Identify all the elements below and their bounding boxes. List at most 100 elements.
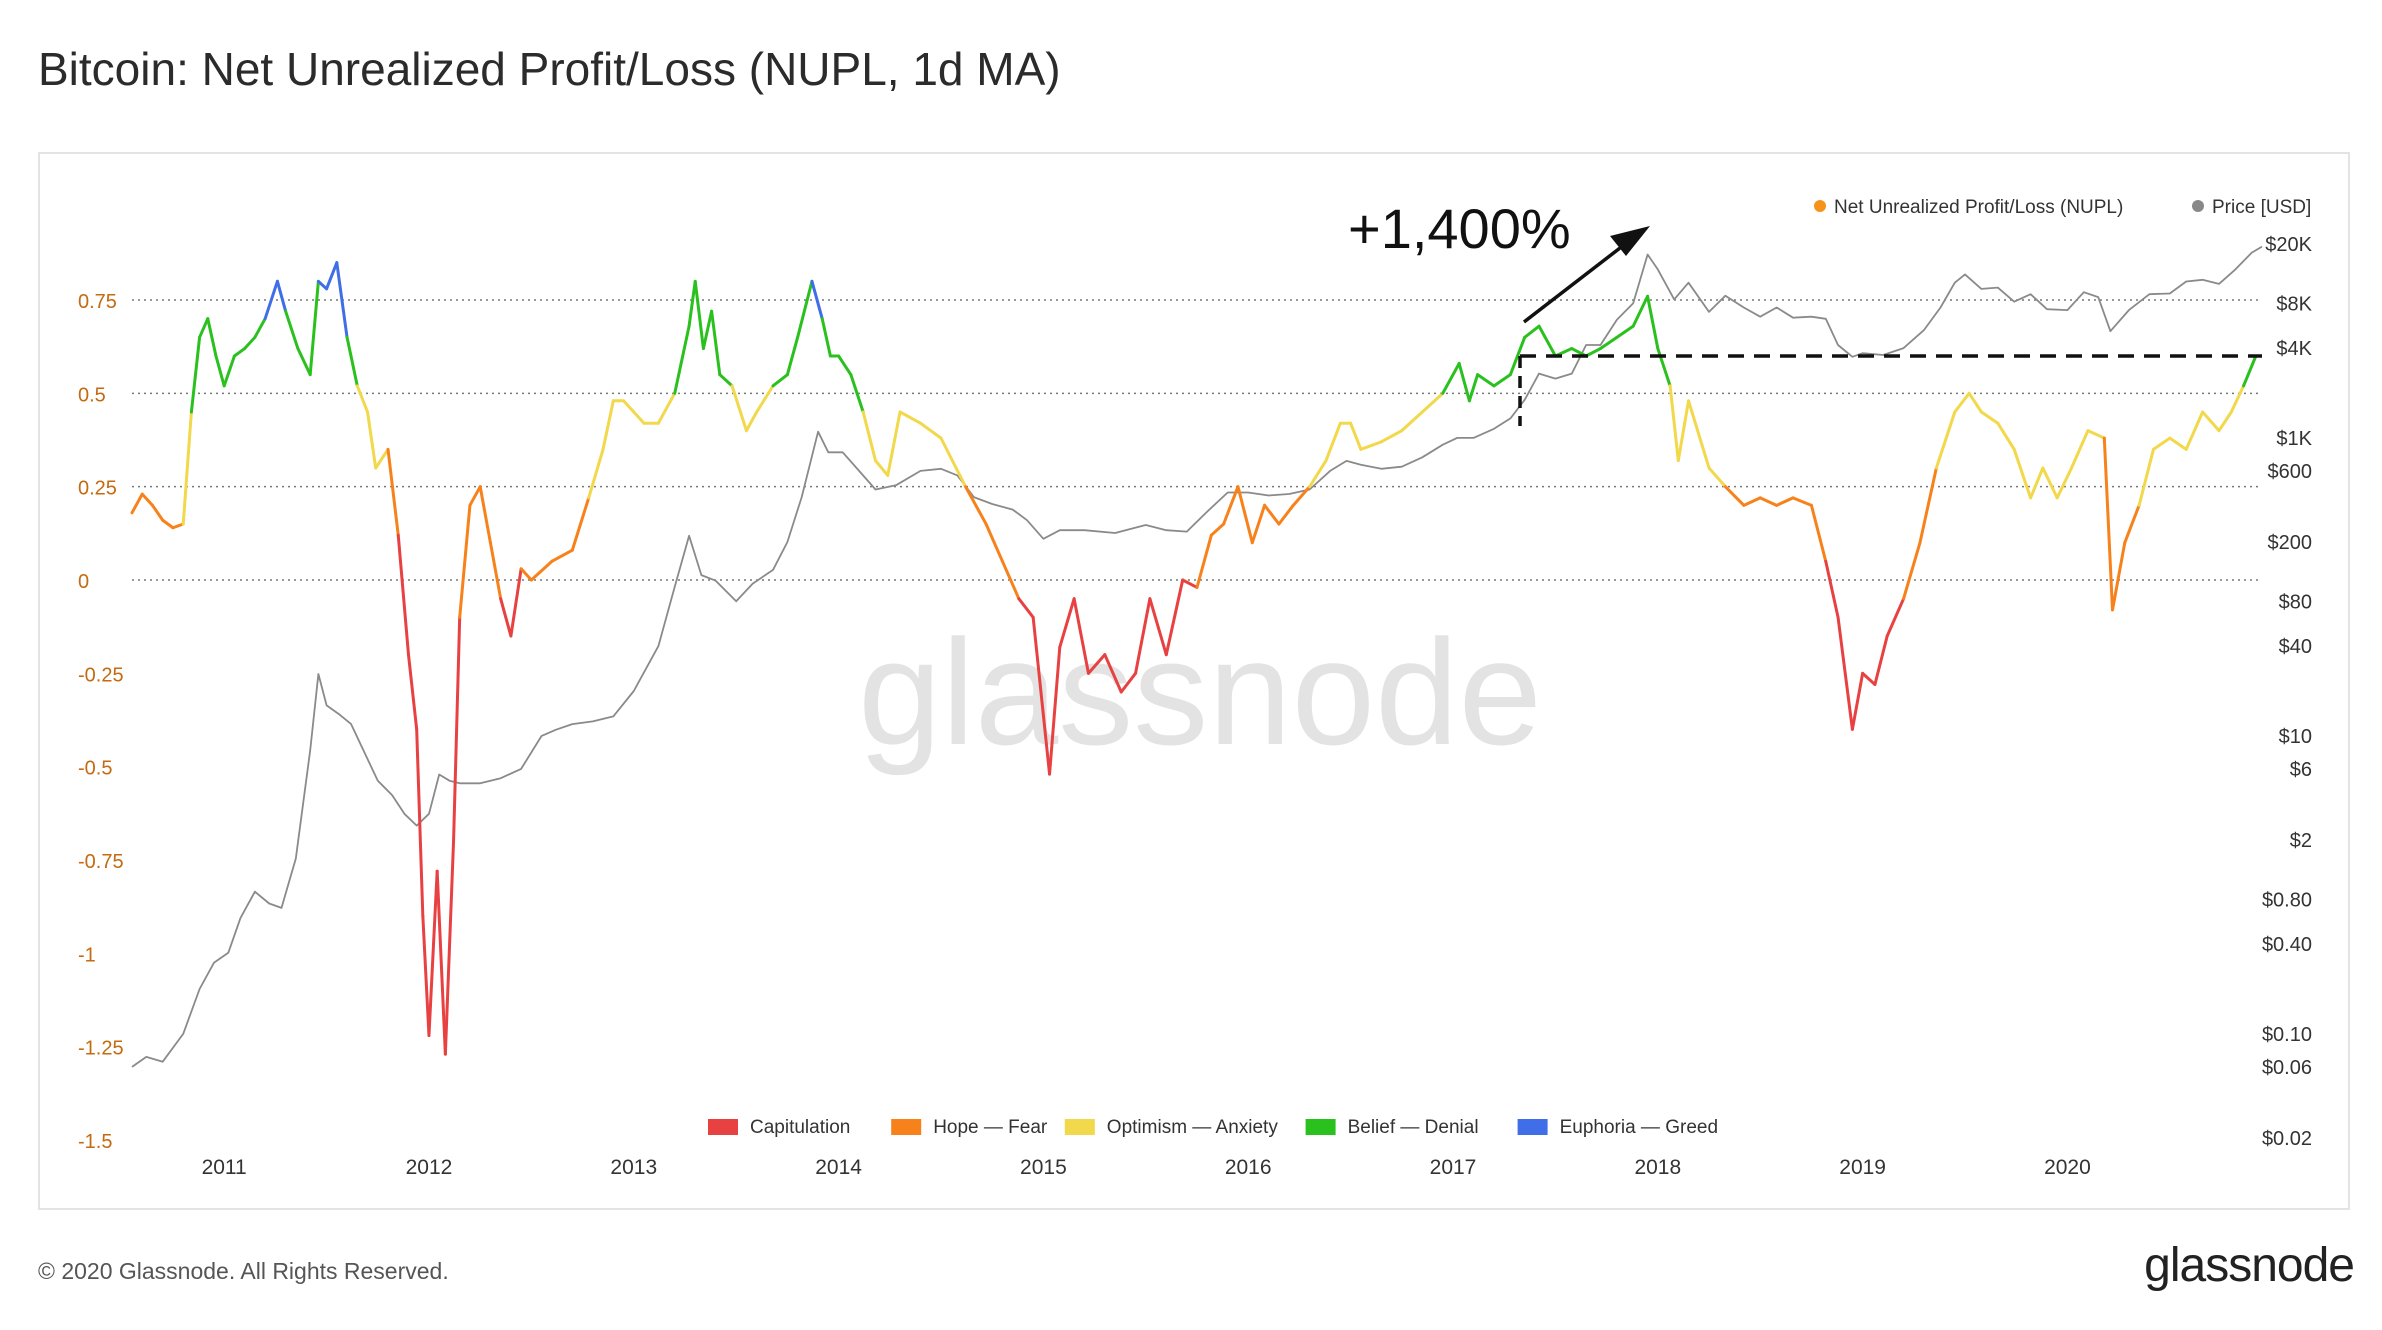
nupl-segment bbox=[275, 279, 288, 313]
nupl-segment bbox=[1420, 391, 1445, 414]
nupl-segment bbox=[345, 335, 359, 388]
nupl-segment bbox=[1873, 634, 1889, 687]
x-tick-label: 2013 bbox=[610, 1156, 657, 1179]
nupl-segment bbox=[443, 839, 456, 1056]
legend-top-label: Net Unrealized Profit/Loss (NUPL) bbox=[1834, 197, 2123, 218]
annotation-arrow-line bbox=[1522, 246, 1622, 324]
nupl-segment bbox=[1181, 578, 1199, 589]
legend-bottom-swatch bbox=[1517, 1119, 1548, 1135]
nupl-segment bbox=[519, 567, 533, 582]
nupl-segment bbox=[2242, 354, 2258, 388]
legend-top-swatch bbox=[1814, 200, 1826, 212]
nupl-segment bbox=[1934, 410, 1957, 470]
nupl-segment bbox=[687, 279, 697, 328]
legend-bottom: Capitulation Hope — Fear Optimism — Anxiet… bbox=[708, 1117, 1718, 1138]
nupl-segment bbox=[1775, 496, 1795, 507]
x-tick-label: 2011 bbox=[202, 1156, 247, 1179]
nupl-segment bbox=[452, 615, 462, 843]
nupl-segment bbox=[919, 421, 943, 440]
nupl-segment bbox=[730, 384, 748, 433]
nupl-segment bbox=[1277, 503, 1295, 526]
nupl-segment bbox=[2137, 447, 2155, 507]
nupl-segment bbox=[1441, 361, 1461, 395]
nupl-segment bbox=[198, 317, 210, 339]
nupl-segment bbox=[785, 335, 800, 377]
nupl-segment bbox=[1492, 373, 1512, 388]
nupl-segment bbox=[550, 548, 574, 563]
nupl-segment bbox=[488, 541, 503, 601]
nupl-segment bbox=[1308, 459, 1328, 489]
nupl-segment bbox=[1791, 496, 1813, 507]
nupl-segment bbox=[1134, 597, 1152, 675]
nupl-segment bbox=[601, 399, 615, 451]
nupl-segment bbox=[1148, 597, 1168, 657]
nupl-segment bbox=[939, 436, 968, 489]
legend-bottom-label: Capitulation bbox=[750, 1117, 850, 1138]
nupl-segment bbox=[1031, 615, 1052, 776]
nupl-segment bbox=[820, 317, 832, 358]
nupl-segment bbox=[181, 410, 193, 526]
nupl-segment bbox=[1263, 503, 1281, 526]
nupl-segment bbox=[171, 522, 185, 530]
nupl-segment bbox=[1742, 496, 1762, 507]
y-right-tick-label: $0.02 bbox=[2262, 1128, 2312, 1150]
nupl-segment bbox=[458, 503, 472, 619]
axis-layer: 0.75 0.5 0.25 0 -0.25 -0.5 -0.75 -1 -1.25 -1.5 $20… bbox=[78, 234, 2313, 1179]
nupl-segment bbox=[1967, 391, 1983, 414]
y-right-tick-label: $40 bbox=[2279, 636, 2312, 658]
y-left-tick-label: 0.5 bbox=[78, 384, 106, 406]
nupl-layer bbox=[130, 261, 2258, 1056]
nupl-segment bbox=[873, 459, 890, 477]
y-right-tick-label: $8K bbox=[2276, 293, 2312, 315]
nupl-segment bbox=[1646, 294, 1660, 351]
nupl-segment bbox=[2168, 436, 2188, 451]
nupl-segment bbox=[1758, 496, 1779, 507]
nupl-segment bbox=[130, 492, 144, 515]
nupl-segment bbox=[1058, 597, 1076, 649]
nupl-segment bbox=[1048, 645, 1062, 776]
y-left-tick-label: -0.75 bbox=[78, 851, 124, 873]
nupl-segment bbox=[499, 597, 513, 638]
nupl-segment bbox=[206, 317, 218, 358]
nupl-segment bbox=[693, 279, 705, 351]
watermark: glassnode bbox=[858, 608, 1542, 776]
nupl-segment bbox=[1996, 421, 2016, 451]
nupl-segment bbox=[253, 317, 267, 339]
nupl-segment bbox=[296, 347, 312, 377]
x-tick-label: 2016 bbox=[1225, 1156, 1272, 1179]
nupl-segment bbox=[1508, 335, 1527, 377]
y-right-tick-label: $1K bbox=[2276, 428, 2312, 450]
nupl-segment bbox=[2184, 410, 2205, 451]
nupl-segment bbox=[1324, 421, 1342, 463]
nupl-segment bbox=[140, 492, 154, 507]
nupl-segment bbox=[1836, 615, 1854, 731]
x-tick-label: 2014 bbox=[815, 1156, 862, 1179]
nupl-segment bbox=[1979, 410, 2000, 425]
nupl-segment bbox=[1209, 522, 1226, 537]
nupl-segment bbox=[232, 347, 247, 358]
copyright-text: © 2020 Glassnode. All Rights Reserved. bbox=[38, 1258, 449, 1284]
nupl-segment bbox=[1676, 399, 1691, 463]
nupl-segment bbox=[2217, 410, 2233, 433]
nupl-segment bbox=[1861, 671, 1877, 687]
nupl-segment bbox=[1379, 429, 1404, 444]
nupl-segment bbox=[771, 373, 789, 388]
nupl-segment bbox=[189, 335, 202, 414]
nupl-segment bbox=[1164, 578, 1185, 657]
y-right-tick-label: $600 bbox=[2268, 461, 2313, 483]
y-right-tick-label: $6 bbox=[2290, 759, 2312, 781]
nupl-segment bbox=[898, 410, 923, 425]
nupl-segment bbox=[2012, 447, 2033, 500]
nupl-segment bbox=[529, 559, 554, 582]
nupl-segment bbox=[415, 727, 425, 918]
nupl-segment bbox=[570, 496, 591, 552]
nupl-segment bbox=[810, 279, 824, 321]
nupl-segment bbox=[622, 399, 636, 414]
x-tick-label: 2012 bbox=[406, 1156, 453, 1179]
nupl-segment bbox=[1349, 421, 1363, 451]
nupl-segment bbox=[1467, 373, 1480, 403]
nupl-segment bbox=[406, 653, 419, 731]
nupl-segment bbox=[214, 354, 226, 388]
nupl-segment bbox=[1668, 384, 1680, 463]
nupl-segment bbox=[374, 447, 390, 470]
